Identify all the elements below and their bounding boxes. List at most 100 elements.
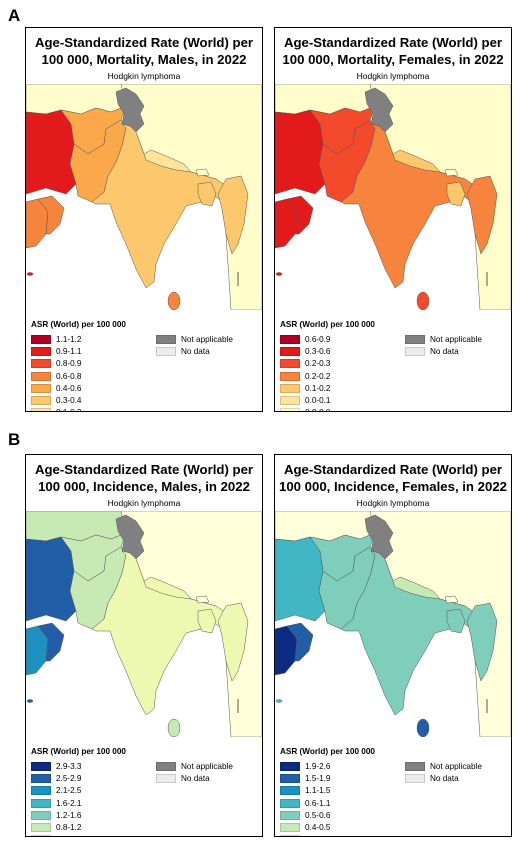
choropleth-map xyxy=(275,84,511,310)
region-maldives xyxy=(26,272,34,276)
legend-swatch xyxy=(31,835,51,836)
legend-item: 0.8-1.2 xyxy=(31,821,82,833)
region-maldives xyxy=(275,699,283,703)
legend-swatch xyxy=(31,359,51,369)
legend-label: 1.5-1.9 xyxy=(305,773,331,783)
region-sri-lanka xyxy=(167,718,181,737)
legend-item-not-applicable: Not applicable xyxy=(156,333,233,345)
panel-title-line2: 100 000, Incidence, Males, in 2022 xyxy=(38,479,250,494)
legend-label: 0.4-0.8 xyxy=(56,835,82,836)
region-sri-lanka xyxy=(167,291,181,310)
region-nepal xyxy=(392,149,441,173)
panel-title-line2: 100 000, Incidence, Females, in 2022 xyxy=(279,479,507,494)
legend-swatch xyxy=(31,786,51,796)
legend-swatch xyxy=(280,823,300,833)
panel-subtitle: Hodgkin lymphoma xyxy=(107,498,181,508)
legend-title: ASR (World) per 100 000 xyxy=(280,747,375,756)
region-central-asia xyxy=(26,511,127,542)
region-kashmir xyxy=(115,514,145,560)
legend-swatch xyxy=(280,334,300,344)
region-myanmar xyxy=(217,602,249,682)
region-bhutan xyxy=(444,168,459,177)
legend-swatch xyxy=(31,810,51,820)
legend-label: 0.5-0.6 xyxy=(305,810,331,820)
legend-item: 0.0-0.1 xyxy=(280,394,331,406)
region-iran xyxy=(275,536,326,622)
legend-label: 0.6-1.1 xyxy=(305,798,331,808)
legend-swatch xyxy=(280,408,300,411)
legend-swatch xyxy=(280,761,300,771)
panel-title-line1: Age-Standardized Rate (World) per xyxy=(283,35,503,50)
panel-title-line1: Age-Standardized Rate (World) per xyxy=(34,462,254,477)
legend-list: 1.9-2.6 1.5-1.9 1.1-1.5 0.6-1.1 0.5-0.6 xyxy=(280,760,331,836)
panel-title: Age-Standardized Rate (World) per 100 00… xyxy=(275,34,511,68)
map-panel: Age-Standardized Rate (World) per 100 00… xyxy=(25,454,263,837)
panel-subtitle: Hodgkin lymphoma xyxy=(356,498,430,508)
legend-swatch xyxy=(31,396,51,406)
legend-swatch xyxy=(405,347,425,357)
legend-swatch xyxy=(31,773,51,783)
legend-item: 1.6-2.1 xyxy=(31,797,82,809)
legend-label: 0.0-0.1 xyxy=(305,396,331,406)
legend-label: 0.4-0.5 xyxy=(305,823,331,833)
region-bangladesh xyxy=(446,608,466,634)
region-bangladesh xyxy=(446,181,466,207)
legend-label: Not applicable xyxy=(430,761,482,771)
region-nepal xyxy=(143,149,192,173)
legend-title: ASR (World) per 100 000 xyxy=(31,747,126,756)
legend-swatch xyxy=(405,774,425,784)
region-maldives xyxy=(275,272,283,276)
legend-label: 0.3-0.4 xyxy=(56,396,82,406)
legend-swatch xyxy=(280,359,300,369)
legend-swatch xyxy=(31,761,51,771)
panel-subtitle: Hodgkin lymphoma xyxy=(107,71,181,81)
legend-item: 1.2-1.6 xyxy=(31,809,82,821)
legend-label: No data xyxy=(181,774,210,784)
legend-item: 1.1-1.5 xyxy=(280,785,331,797)
legend-label: 2.1-2.5 xyxy=(56,786,82,796)
legend-item-no-data: No data xyxy=(405,346,482,358)
legend-swatch xyxy=(280,383,300,393)
legend-item: 0.1-0.2 xyxy=(280,382,331,394)
legend-label: 0.1-0.2 xyxy=(305,383,331,393)
legend-swatch xyxy=(280,396,300,406)
panel-title-line2: 100 000, Mortality, Males, in 2022 xyxy=(41,52,247,67)
legend-label: Not applicable xyxy=(430,334,482,344)
legend-label: 1.9-2.6 xyxy=(305,761,331,771)
legend-label: No data xyxy=(181,347,210,357)
map-panel: Age-Standardized Rate (World) per 100 00… xyxy=(274,27,512,412)
region-myanmar xyxy=(466,175,498,255)
region-central-asia xyxy=(26,84,127,115)
region-nepal xyxy=(143,576,192,600)
legend-swatch xyxy=(31,334,51,344)
region-kashmir xyxy=(364,87,394,133)
legend-item: 0.6-0.9 xyxy=(280,333,331,345)
legend-item: 0.4-0.5 xyxy=(280,821,331,833)
legend-label: 1.1-1.2 xyxy=(56,334,82,344)
region-central-asia xyxy=(275,511,376,542)
legend-label: Not applicable xyxy=(181,761,233,771)
legend-item: 1.5-1.9 xyxy=(280,772,331,784)
legend-label: 2.9-3.3 xyxy=(56,761,82,771)
legend-swatch xyxy=(31,371,51,381)
legend-item: 0.5-0.6 xyxy=(280,809,331,821)
legend-extra: Not applicable No data xyxy=(405,760,482,786)
legend-item: 2.9-3.3 xyxy=(31,760,82,772)
legend-swatch xyxy=(280,773,300,783)
region-bhutan xyxy=(444,595,459,604)
region-central-asia xyxy=(275,84,376,115)
legend-swatch xyxy=(156,761,176,771)
panel-title-line2: 100 000, Mortality, Females, in 2022 xyxy=(282,52,504,67)
panel-title: Age-Standardized Rate (World) per 100 00… xyxy=(26,34,262,68)
legend-label: 0.4-0.6 xyxy=(56,383,82,393)
legend-item: 0.1-0.3 xyxy=(31,407,82,411)
legend-item-no-data: No data xyxy=(156,773,233,785)
legend-label: 0.8-1.2 xyxy=(56,823,82,833)
legend-swatch xyxy=(31,346,51,356)
legend-swatch xyxy=(31,408,51,411)
region-myanmar xyxy=(466,602,498,682)
legend-label: No data xyxy=(430,347,459,357)
legend-label: Not applicable xyxy=(181,334,233,344)
legend-item: 0.4-0.6 xyxy=(31,382,82,394)
legend-item: 2.1-2.5 xyxy=(31,785,82,797)
